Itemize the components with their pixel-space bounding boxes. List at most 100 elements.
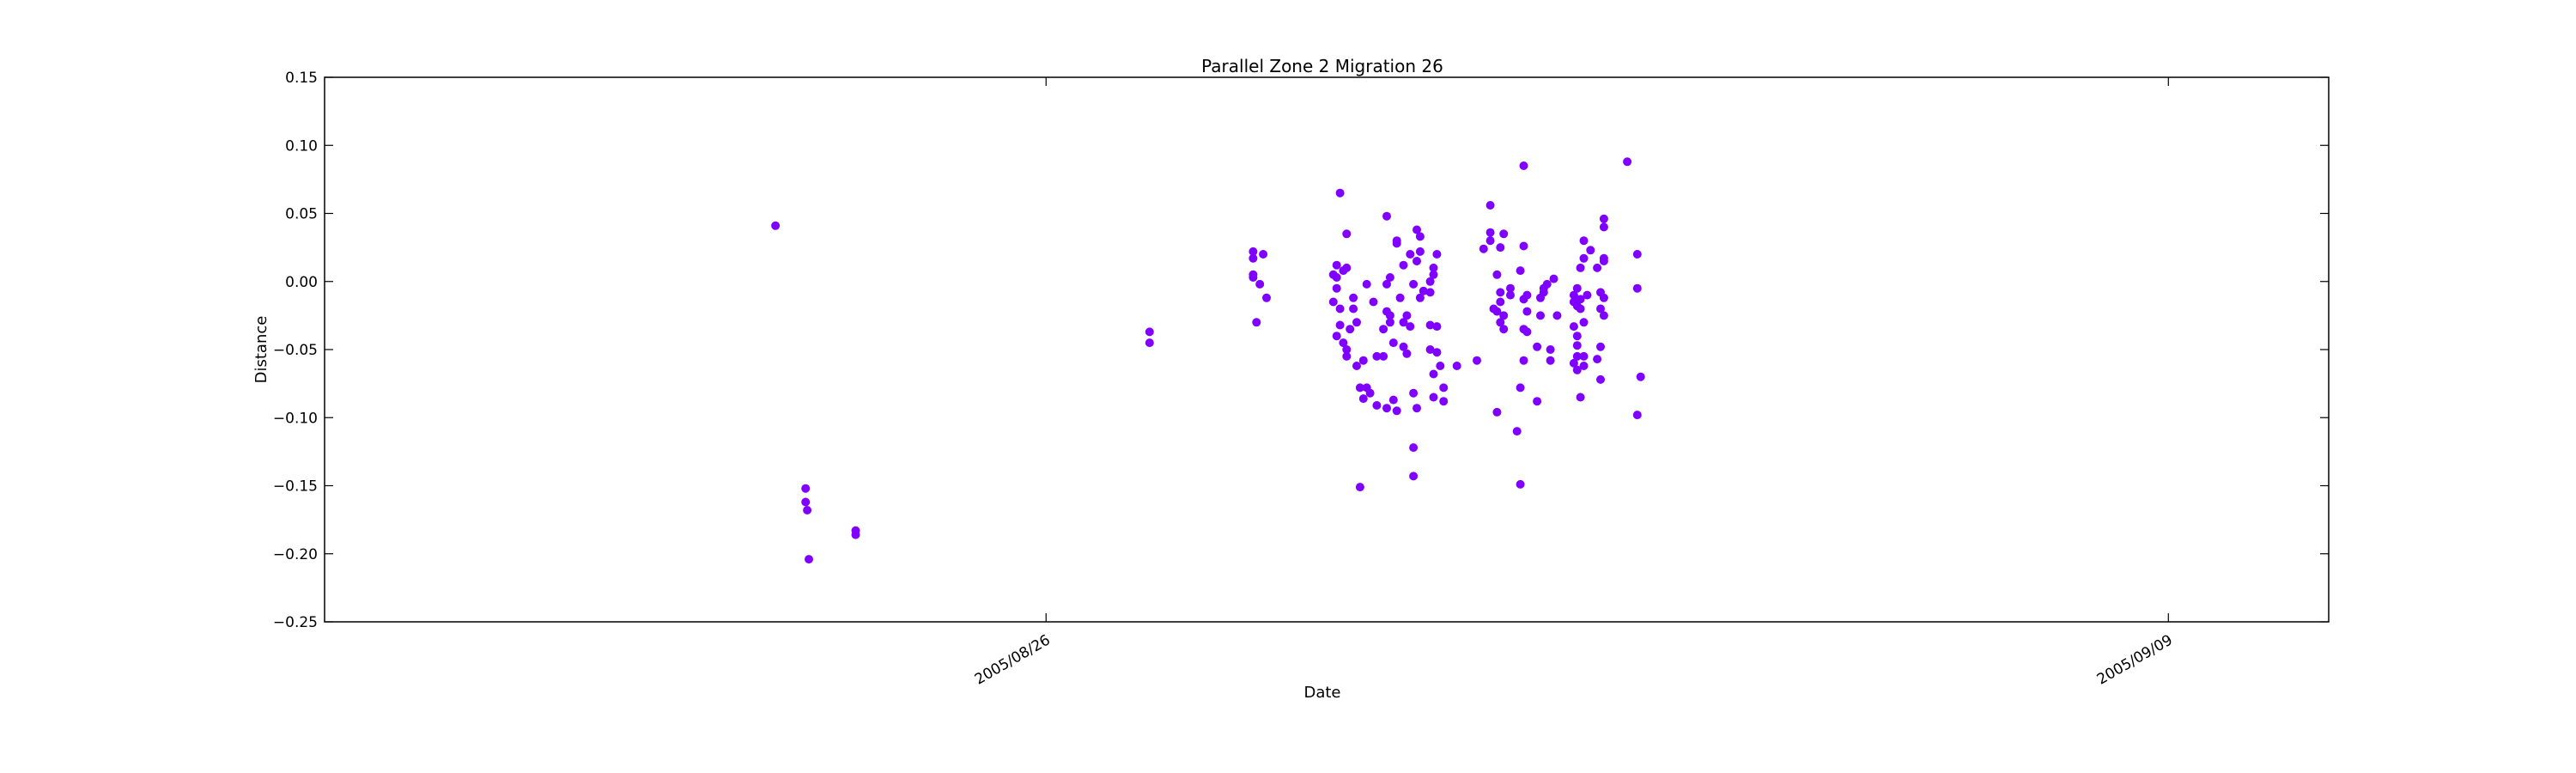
data-point — [1425, 288, 1435, 297]
data-point — [1252, 318, 1261, 327]
data-point — [1572, 283, 1582, 293]
data-point — [1413, 404, 1421, 413]
y-axis-label: Distance — [252, 316, 270, 384]
data-point — [1369, 297, 1378, 307]
data-point — [1415, 293, 1425, 302]
data-point — [1332, 273, 1341, 282]
data-point — [1413, 257, 1421, 265]
data-point — [1358, 394, 1368, 404]
data-point — [1399, 260, 1408, 270]
data-point — [1385, 318, 1394, 327]
data-point — [1352, 318, 1361, 327]
x-tick-label: 2005/08/26 — [972, 631, 1054, 688]
x-tick-label: 2005/09/09 — [2094, 631, 2176, 688]
data-point — [1546, 356, 1555, 365]
data-point — [1249, 273, 1258, 282]
data-point — [1496, 288, 1505, 297]
data-point — [1579, 236, 1589, 246]
data-point — [1409, 388, 1419, 398]
data-point — [1335, 320, 1345, 330]
data-point — [851, 530, 860, 539]
data-point — [1623, 157, 1632, 167]
data-point — [1349, 293, 1358, 302]
data-point — [1586, 246, 1595, 255]
data-point — [1335, 304, 1345, 313]
data-point — [1549, 274, 1558, 283]
y-tick-label: 0.15 — [285, 70, 318, 87]
data-point — [1632, 250, 1642, 259]
data-point — [1576, 263, 1585, 272]
data-point — [1145, 327, 1154, 337]
data-point — [1145, 338, 1154, 348]
data-point — [1419, 286, 1428, 295]
data-point — [1406, 322, 1415, 332]
data-point — [1599, 257, 1608, 265]
data-point — [1593, 355, 1602, 364]
data-point — [1399, 318, 1408, 327]
data-point — [1579, 362, 1589, 370]
y-tick-label: −0.25 — [273, 614, 318, 631]
data-point — [801, 497, 811, 507]
data-point — [1255, 279, 1265, 289]
data-point — [1409, 472, 1419, 481]
data-point — [1506, 290, 1515, 300]
x-axis-label: Date — [1303, 684, 1340, 702]
data-point — [1392, 406, 1401, 416]
data-point — [1332, 260, 1341, 270]
data-point — [1346, 325, 1355, 334]
data-point — [1569, 358, 1578, 368]
data-point — [1576, 393, 1585, 402]
y-tick-label: 0.05 — [285, 206, 318, 223]
data-point — [1342, 229, 1352, 239]
data-point — [1522, 290, 1532, 300]
data-point — [1335, 188, 1345, 198]
chart-title: Parallel Zone 2 Migration 26 — [1201, 56, 1443, 76]
data-point — [1492, 307, 1502, 316]
data-point — [1492, 407, 1502, 417]
y-axis-ticks: 0.15 0.10 0.05 0.00 −0.05 −0.10 −0.15 −0.20 −0.2… — [273, 70, 2329, 631]
data-point — [1429, 263, 1438, 272]
data-point — [1522, 327, 1532, 337]
data-point — [1328, 297, 1338, 307]
data-point — [1399, 342, 1408, 351]
data-point — [1572, 365, 1582, 374]
data-point — [1402, 349, 1412, 358]
data-point — [1572, 351, 1582, 361]
data-point — [1355, 483, 1364, 492]
data-point — [1429, 270, 1438, 279]
data-point — [1358, 356, 1368, 365]
data-point — [1452, 362, 1461, 370]
y-tick-label: 0.00 — [285, 274, 318, 291]
data-point — [1382, 211, 1391, 221]
data-point — [1352, 362, 1361, 370]
data-point — [1632, 283, 1642, 293]
data-point — [1512, 427, 1522, 436]
data-point — [805, 555, 813, 564]
data-point — [1406, 250, 1415, 259]
data-point — [1473, 356, 1481, 365]
data-point — [1506, 283, 1515, 293]
data-point — [1542, 279, 1552, 289]
data-point — [1439, 383, 1449, 393]
data-point — [1519, 356, 1528, 365]
data-point — [1339, 338, 1348, 348]
data-point — [1432, 250, 1442, 259]
data-point — [1485, 228, 1495, 237]
data-point — [1409, 443, 1419, 453]
data-point — [1342, 263, 1352, 272]
data-point — [1496, 318, 1505, 327]
data-point — [1395, 293, 1405, 302]
data-point — [1362, 279, 1371, 289]
data-point — [1539, 288, 1548, 297]
data-point — [1533, 342, 1542, 351]
data-point — [1579, 318, 1589, 327]
data-point — [1496, 297, 1505, 307]
data-point — [1579, 351, 1589, 361]
data-point — [1492, 270, 1502, 279]
y-tick-label: −0.20 — [273, 546, 318, 563]
data-point — [1382, 404, 1391, 413]
y-tick-label: 0.10 — [285, 137, 318, 155]
data-point — [1569, 290, 1578, 300]
data-point — [1385, 273, 1394, 282]
